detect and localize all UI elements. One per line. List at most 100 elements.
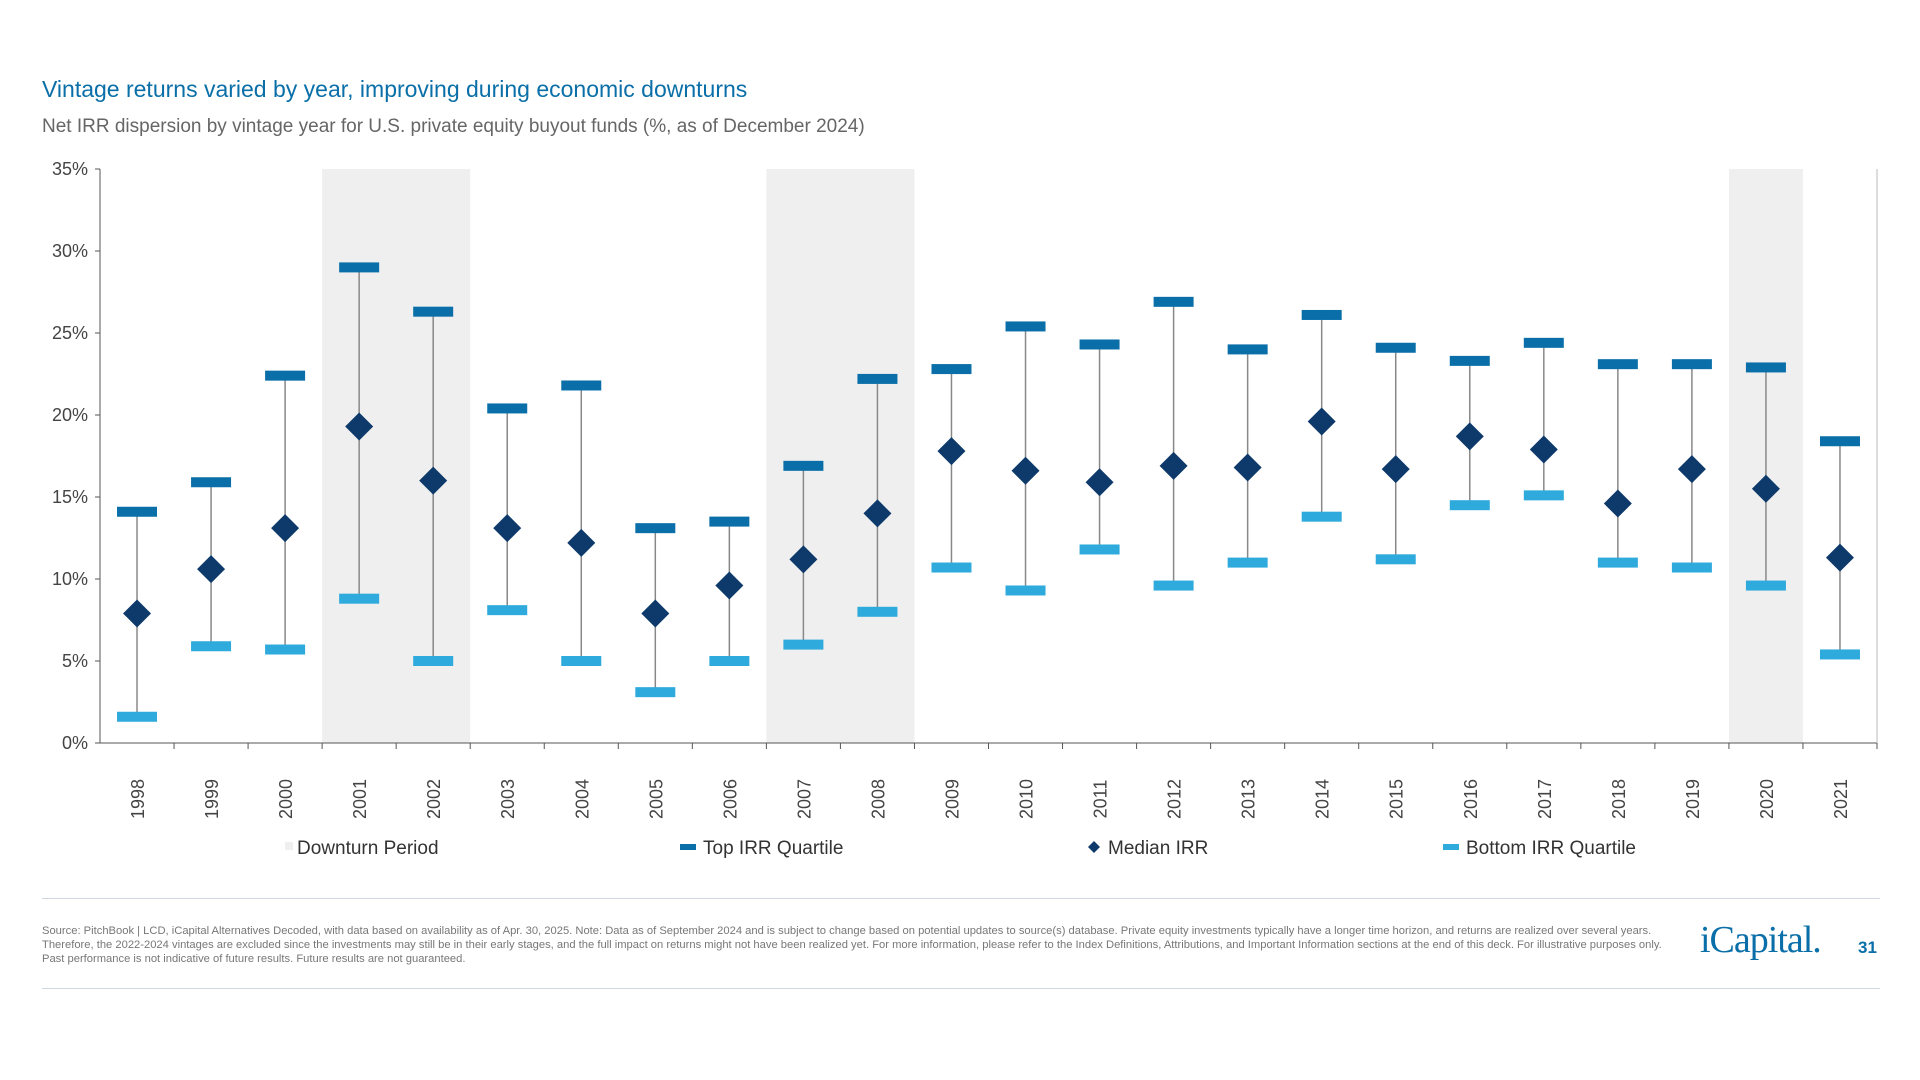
x-tick-label: 2001 [350, 779, 370, 819]
median-marker [1307, 407, 1336, 436]
median-marker [271, 514, 300, 543]
x-tick-label: 2002 [424, 779, 444, 819]
x-tick-label: 2016 [1461, 779, 1481, 819]
chart-subtitle: Net IRR dispersion by vintage year for U… [42, 116, 865, 137]
median-marker [1677, 455, 1706, 484]
x-tick-label: 2006 [720, 779, 740, 819]
median-marker [123, 599, 152, 628]
top-quartile-marker [635, 523, 676, 534]
top-quartile-marker [1079, 339, 1120, 350]
median-marker [789, 545, 818, 574]
x-tick-label: 2004 [572, 779, 592, 819]
y-tick-label: 5% [62, 651, 88, 671]
top-quartile-marker [783, 460, 824, 471]
bottom-quartile-marker [413, 656, 454, 666]
top-quartile-marker [191, 477, 232, 488]
irr-dispersion-chart: 0% 5% 10% 15% 20% 25% 30% 35% 1998 1999 2000 2001 20… [52, 159, 1878, 859]
x-tick-label: 2013 [1239, 779, 1259, 819]
legend-top-swatch [680, 844, 696, 850]
median-marker [1751, 474, 1780, 503]
bottom-quartile-marker [1745, 580, 1786, 591]
top-quartile-marker [117, 506, 158, 517]
median-marker [419, 466, 448, 495]
legend-label: Top IRR Quartile [703, 838, 843, 859]
top-quartile-marker [1227, 344, 1268, 355]
top-quartile-marker [561, 380, 602, 391]
y-tick-label: 10% [52, 569, 88, 589]
top-quartile-marker [931, 364, 972, 375]
x-tick-label: 2014 [1313, 779, 1333, 819]
legend-label: Downturn Period [297, 838, 439, 859]
chart-title: Vintage returns varied by year, improvin… [42, 76, 748, 102]
median-marker [1233, 453, 1262, 482]
x-tick-label: 2020 [1757, 779, 1777, 819]
top-quartile-marker [1153, 296, 1194, 307]
x-tick-label: 1998 [128, 779, 148, 819]
bottom-quartile-marker [1597, 557, 1638, 568]
source-footnote: Source: PitchBook | LCD, iCapital Altern… [42, 925, 1662, 965]
legend-downturn-swatch [285, 842, 293, 850]
top-quartile-marker [1375, 342, 1416, 353]
top-quartile-marker [487, 403, 528, 414]
x-tick-label: 2019 [1683, 779, 1703, 819]
legend-label: Median IRR [1108, 838, 1208, 859]
legend-bottom-swatch [1443, 844, 1459, 850]
x-tick-label: 2008 [868, 779, 888, 819]
bottom-quartile-marker [1671, 562, 1712, 573]
median-marker [715, 571, 744, 600]
median-marker [1085, 468, 1114, 497]
x-tick-label: 2015 [1387, 779, 1407, 819]
bottom-quartile-marker [1301, 511, 1342, 522]
top-quartile-marker [1301, 309, 1342, 320]
legend-label: Bottom IRR Quartile [1466, 838, 1636, 859]
y-tick-label: 30% [52, 241, 88, 261]
bottom-quartile-marker [1005, 585, 1046, 596]
top-quartile-marker [1597, 359, 1638, 370]
top-quartile-marker [1449, 355, 1490, 366]
median-marker [1455, 422, 1484, 451]
median-marker [937, 437, 966, 466]
top-quartile-marker [1819, 436, 1860, 447]
icapital-logo: iCapital. [1700, 919, 1822, 961]
downturn-band [766, 169, 915, 743]
top-quartile-marker [265, 370, 306, 381]
median-marker [493, 514, 522, 543]
bottom-quartile-marker [931, 562, 972, 573]
top-quartile-marker [1671, 359, 1712, 370]
divider-top [42, 898, 1880, 899]
page-number: 31 [1858, 938, 1877, 957]
bottom-quartile-marker [339, 593, 380, 604]
bottom-quartile-marker [1079, 544, 1120, 555]
y-tick-label: 25% [52, 323, 88, 343]
bottom-quartile-marker [1523, 490, 1564, 501]
top-quartile-marker [709, 516, 750, 527]
x-tick-label: 2017 [1535, 779, 1555, 819]
x-tick-label: 2018 [1609, 779, 1629, 819]
bottom-quartile-marker [1375, 554, 1416, 565]
median-marker [1603, 489, 1632, 518]
top-quartile-marker [339, 262, 380, 273]
y-tick-label: 35% [52, 159, 88, 179]
bottom-quartile-marker [561, 656, 602, 666]
x-tick-label: 2007 [794, 779, 814, 819]
divider-bottom [42, 988, 1880, 989]
y-tick-label: 20% [52, 405, 88, 425]
legend-median-swatch [1088, 841, 1100, 853]
x-tick-label: 2021 [1831, 779, 1851, 819]
y-tick-label: 15% [52, 487, 88, 507]
median-marker [863, 499, 892, 528]
x-tick-label: 2003 [498, 779, 518, 819]
x-tick-label: 2011 [1091, 780, 1111, 819]
bottom-quartile-marker [1153, 580, 1194, 591]
bottom-quartile-marker [1449, 500, 1490, 511]
x-tick-label: 2009 [942, 779, 962, 819]
median-marker [1381, 455, 1410, 484]
bottom-quartile-marker [709, 656, 750, 666]
bottom-quartile-marker [265, 644, 306, 655]
bottom-quartile-marker [487, 605, 528, 616]
bottom-quartile-marker [635, 687, 676, 698]
top-quartile-marker [413, 306, 454, 317]
x-tick-label: 2010 [1017, 779, 1037, 819]
bottom-quartile-marker [783, 639, 824, 650]
median-marker [1529, 435, 1558, 464]
